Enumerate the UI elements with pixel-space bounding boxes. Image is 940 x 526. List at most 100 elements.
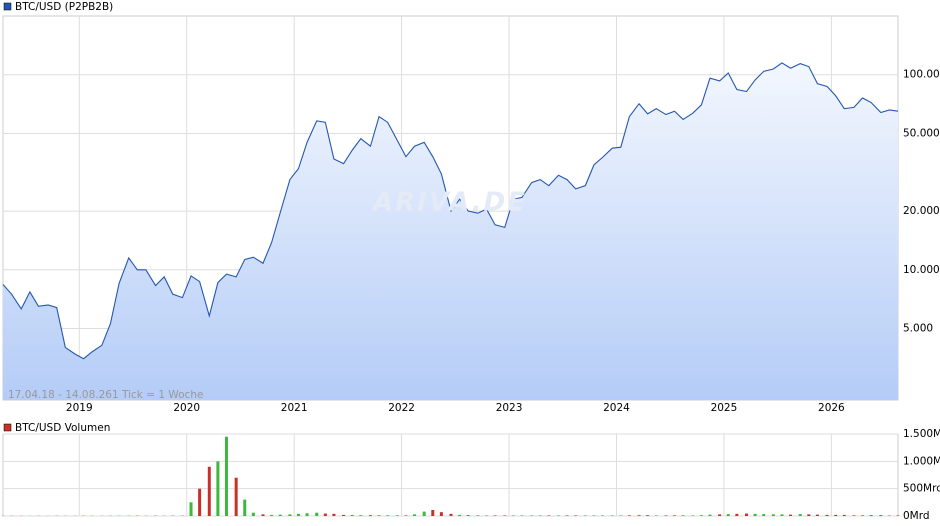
volume-bar xyxy=(243,499,247,516)
volume-bar xyxy=(753,513,757,516)
volume-bar xyxy=(825,514,829,516)
volume-bar xyxy=(619,515,623,516)
volume-bar xyxy=(449,513,453,516)
volume-bar xyxy=(852,515,856,516)
x-tick-label: 2021 xyxy=(281,402,308,414)
legend-swatch xyxy=(3,423,12,432)
volume-bar xyxy=(592,515,596,516)
volume-bar xyxy=(224,436,228,516)
volume-bar xyxy=(368,515,372,516)
y-tick-label: 50.000 xyxy=(903,127,940,139)
y-tick-label: 5.000 xyxy=(903,323,933,335)
volume-bar xyxy=(189,502,193,516)
volume-bar xyxy=(654,515,658,516)
y-tick-label: 100.000 xyxy=(903,69,940,81)
volume-bar xyxy=(699,515,703,516)
volume-bar xyxy=(807,514,811,516)
volume-bar xyxy=(896,515,900,516)
x-tick-label: 2023 xyxy=(496,402,523,414)
date-range: 17.04.18 - 14.08.26 xyxy=(8,389,112,401)
volume-bar xyxy=(296,513,300,516)
volume-bar xyxy=(198,488,202,516)
watermark: ARIVA.DE xyxy=(371,188,527,218)
volume-bar xyxy=(681,515,685,516)
legend-label: BTC/USD (P2PB2B) xyxy=(15,1,113,13)
x-tick-label: 2025 xyxy=(711,402,738,414)
x-tick-label: 2020 xyxy=(173,402,200,414)
volume-bar xyxy=(574,515,578,516)
volume-bar xyxy=(565,515,569,516)
volume-bar xyxy=(745,513,749,516)
x-tick-label: 2024 xyxy=(603,402,630,414)
volume-bar xyxy=(691,515,695,516)
y-tick-label: 1.000Mrd xyxy=(903,455,940,467)
volume-bar xyxy=(484,515,488,516)
volume-bar xyxy=(547,515,551,516)
volume-bar xyxy=(466,515,470,516)
volume-bar xyxy=(664,515,668,516)
volume-bar xyxy=(413,514,417,516)
legend-label: BTC/USD Volumen xyxy=(15,422,110,434)
price-line xyxy=(2,62,899,360)
volume-bar xyxy=(332,513,336,516)
volume-bar xyxy=(735,513,739,516)
volume-bar xyxy=(439,512,443,516)
volume-bar xyxy=(315,512,319,516)
volume-bar xyxy=(503,515,507,516)
volume-bar xyxy=(718,514,722,516)
volume-bar xyxy=(637,514,641,516)
volume-bar xyxy=(879,515,883,516)
volume-bar xyxy=(493,515,497,516)
volume-layer xyxy=(1,436,900,516)
price-layer xyxy=(2,62,899,400)
volume-bar xyxy=(771,514,775,516)
volume-bar xyxy=(762,514,766,516)
y-tick-label: 0Mrd xyxy=(903,510,930,522)
volume-bar xyxy=(708,514,712,516)
volume-bar xyxy=(422,511,426,516)
volume-bar xyxy=(261,514,265,516)
volume-bar xyxy=(251,512,255,516)
volume-bar xyxy=(601,515,605,516)
volume-bar xyxy=(216,461,220,516)
volume-bar xyxy=(511,515,515,516)
volume-bar xyxy=(646,515,650,516)
volume-bar xyxy=(834,514,838,516)
volume-bar xyxy=(305,513,309,516)
x-tick-label: 2026 xyxy=(818,402,845,414)
volume-bar xyxy=(342,514,346,516)
volume-bar xyxy=(780,514,784,516)
volume-bar xyxy=(350,514,354,516)
volume-bar xyxy=(234,477,238,516)
volume-bar xyxy=(278,514,282,516)
volume-bar xyxy=(458,514,462,516)
volume-bar xyxy=(395,515,399,516)
volume-bar xyxy=(431,509,435,516)
volume-bar xyxy=(556,515,560,516)
volume-bar xyxy=(673,515,677,516)
volume-bar xyxy=(583,515,587,516)
y-tick-label: 1.500Mrd xyxy=(903,428,940,440)
volume-bar xyxy=(798,514,802,516)
x-tick-label: 2022 xyxy=(388,402,415,414)
volume-bar xyxy=(627,515,631,516)
volume-bar xyxy=(377,515,381,516)
volume-bar xyxy=(207,466,211,516)
volume-bar xyxy=(270,514,274,516)
y-tick-label: 10.000 xyxy=(903,264,940,276)
volume-bar xyxy=(476,515,480,516)
x-tick-label: 2019 xyxy=(66,402,93,414)
volume-bar xyxy=(404,515,408,516)
volume-bar xyxy=(861,515,865,516)
legend-swatch xyxy=(3,2,12,11)
volume-bar xyxy=(869,515,873,516)
y-tick-label: 500Mrd xyxy=(903,483,940,495)
volume-bar xyxy=(887,515,891,516)
volume-bar xyxy=(789,514,793,516)
volume-bar xyxy=(288,514,292,516)
volume-bar xyxy=(815,514,819,516)
volume-bar xyxy=(386,515,390,516)
volume-bar xyxy=(726,514,730,516)
volume-bar xyxy=(323,513,327,516)
